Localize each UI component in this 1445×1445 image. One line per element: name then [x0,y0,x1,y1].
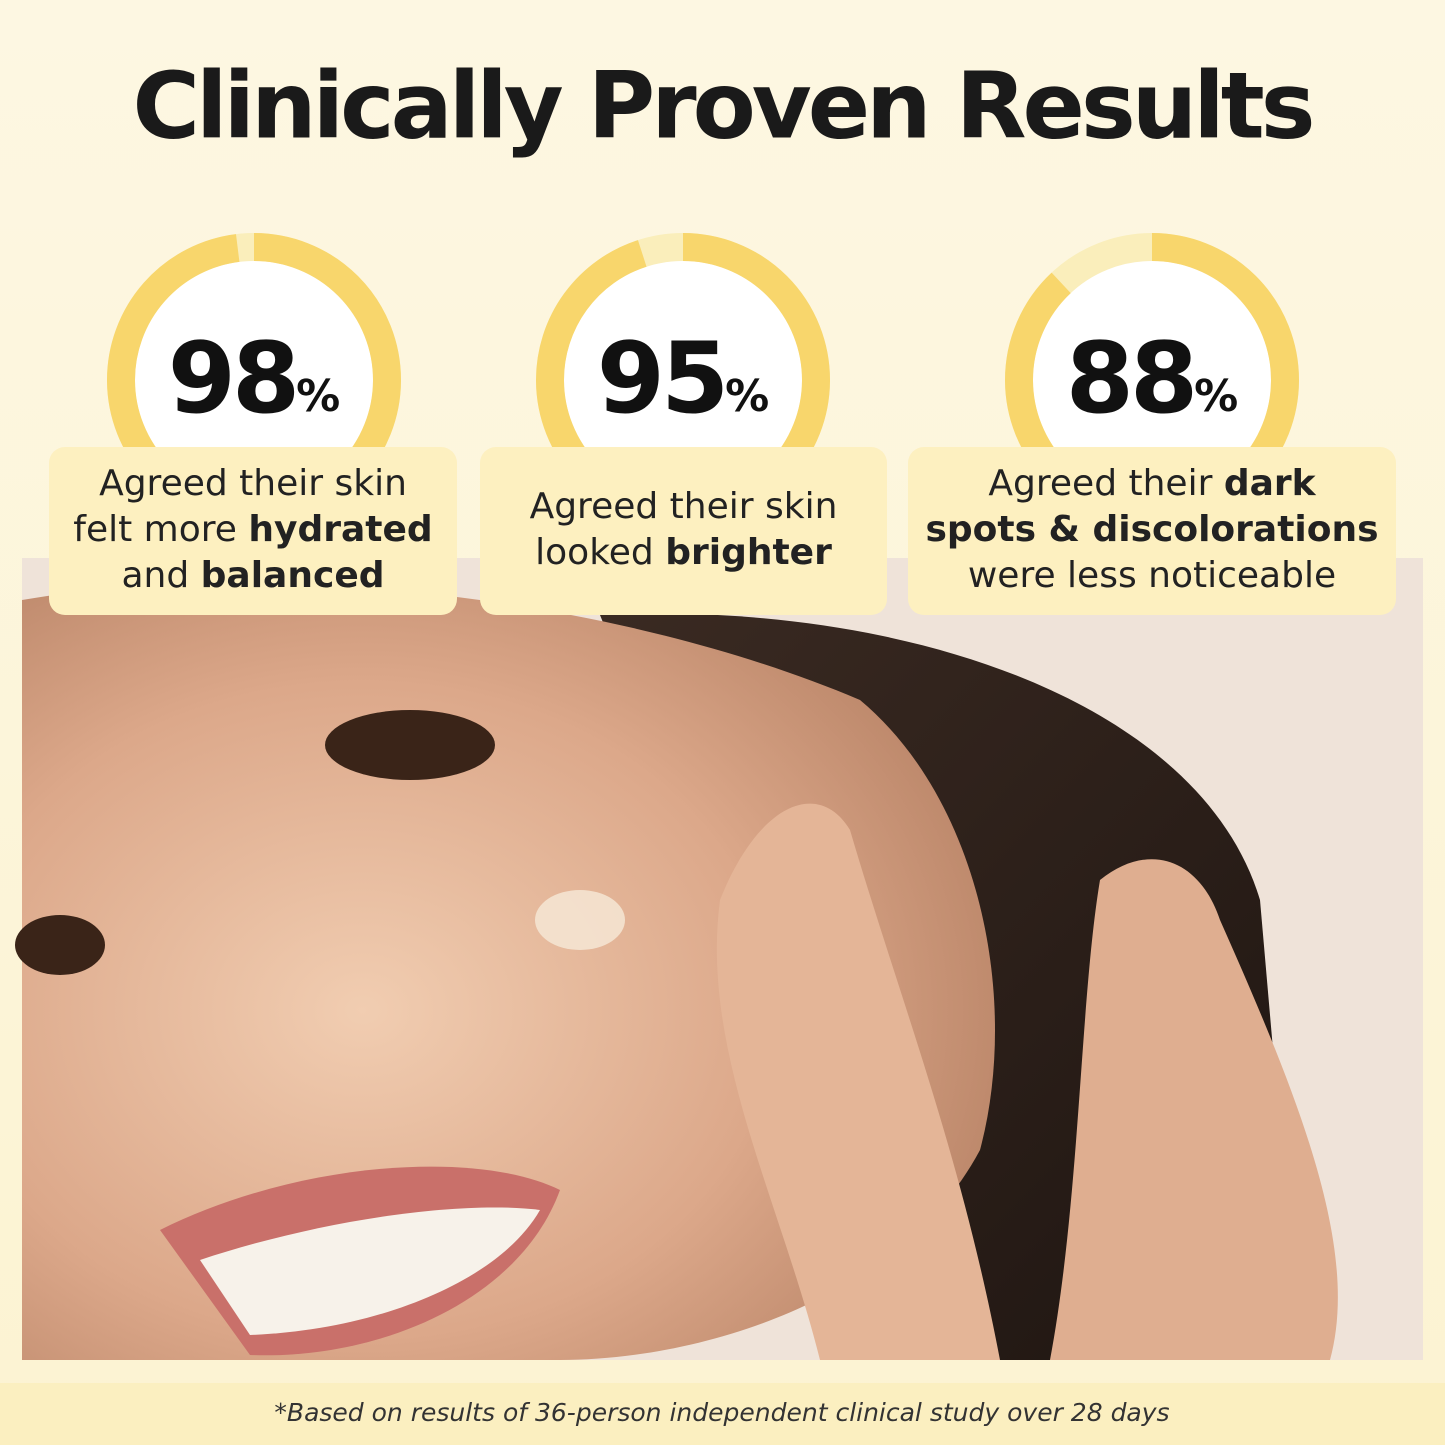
title: Clinically Proven Results [133,52,1312,159]
footer-band [0,1383,1445,1445]
boxes: Agreed their skin felt more hydrated and b… [49,447,1396,615]
stat-text-segment: Agreed their skin [99,463,407,504]
hand [716,803,1000,1360]
stat-text: spots & discolorations [925,509,1378,550]
photo [15,558,1423,1360]
stat-value: 95 [597,322,725,436]
stat-value: 98 [168,322,296,436]
stat-text: and balanced [121,555,384,596]
stat-unit: % [296,371,340,422]
stat-unit: % [725,371,769,422]
eye [325,710,495,780]
hand [1050,859,1338,1360]
stat-text: Agreed their skin [99,463,407,504]
stat-text-segment: were less noticeable [968,555,1336,596]
footnote: *Based on results of 36-person independe… [274,1398,1169,1427]
stat-text: were less noticeable [968,555,1336,596]
stat-unit: % [1194,371,1238,422]
face [22,583,995,1360]
stat-box [49,447,457,615]
stat-text-segment: felt more [73,509,248,550]
teeth [200,1207,540,1335]
stat-text: felt more hydrated [73,509,432,550]
stat-text: Agreed their skin [530,486,838,527]
stat-text: Agreed their dark [988,463,1316,504]
stat-box [908,447,1396,615]
stat-text-segment: dark [1224,463,1317,504]
stat-text-segment: brighter [665,532,832,573]
stat-text-segment: balanced [201,555,385,596]
stat-text-segment: hydrated [248,509,432,550]
eye [15,915,105,975]
stat-text-segment: spots & discolorations [925,509,1378,550]
stat-text-segment: and [121,555,200,596]
stat-text-segment: Agreed their [988,463,1223,504]
stat-text-segment: Agreed their skin [530,486,838,527]
stat-number: 98% [168,322,340,436]
stat-value: 88 [1066,322,1194,436]
stat-number: 95% [597,322,769,436]
stat-text: looked brighter [535,532,832,573]
cream-drop [535,890,625,950]
stat-text-segment: looked [535,532,665,573]
stat-number: 88% [1066,322,1238,436]
stat-box [480,447,887,615]
